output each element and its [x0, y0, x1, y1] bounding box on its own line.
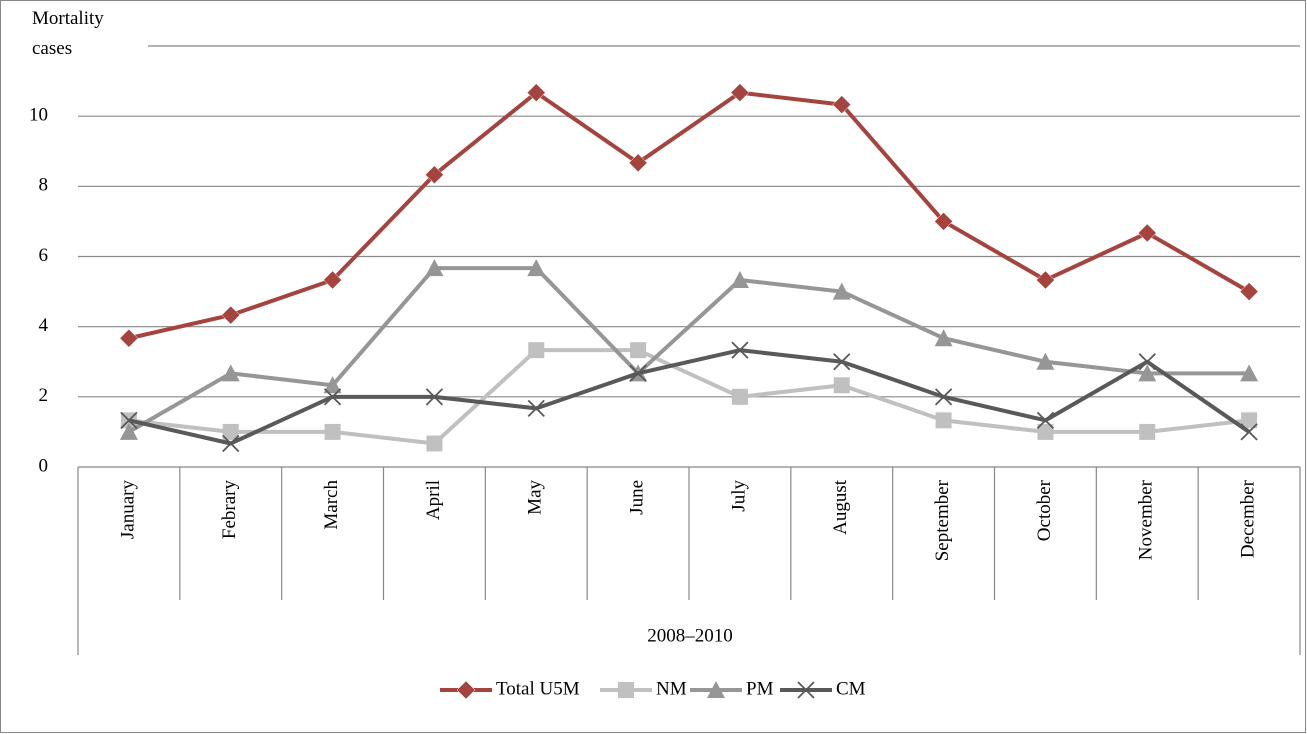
data-point [323, 270, 342, 290]
data-point [119, 328, 139, 348]
data-point [1036, 270, 1055, 290]
data-point [425, 165, 444, 185]
data-point [1241, 412, 1258, 429]
x-tick-label: November [1136, 479, 1157, 560]
data-point [324, 423, 341, 440]
data-point [119, 422, 138, 440]
data-point [630, 342, 647, 359]
legend-marker [618, 682, 634, 698]
x-tick-label: March [321, 480, 342, 530]
legend-marker [707, 681, 725, 698]
data-point [527, 259, 546, 277]
data-point [1139, 423, 1156, 440]
data-point [730, 271, 749, 289]
legend-marker [456, 680, 476, 700]
y-tick-label: 10 [29, 105, 48, 126]
data-point [526, 83, 546, 103]
x-tick-label: September [932, 479, 953, 561]
data-point [628, 153, 648, 173]
x-tick-label: January [117, 480, 138, 540]
data-point [730, 83, 750, 103]
x-tick-label: June [626, 480, 647, 515]
x-tick-label: July [728, 480, 749, 512]
data-point [120, 411, 138, 429]
data-point [833, 353, 851, 371]
data-point [934, 388, 953, 406]
y-axis-title: Mortality cases [32, 4, 142, 64]
data-point [934, 329, 953, 347]
y-tick-label: 2 [39, 385, 49, 406]
data-point [731, 388, 748, 405]
x-tick-label: Febrary [219, 480, 240, 540]
data-point [426, 435, 443, 452]
data-point [832, 95, 852, 114]
x-tick-label: October [1034, 479, 1055, 541]
series-line [128, 348, 1250, 446]
data-point [425, 259, 444, 277]
data-point [528, 342, 545, 359]
data-point [323, 376, 342, 394]
series-line [128, 90, 1251, 341]
legend-label: NM [656, 678, 687, 699]
data-point [1138, 364, 1157, 382]
data-point [1240, 364, 1259, 382]
data-point [935, 412, 952, 429]
series-line [128, 348, 1251, 446]
data-point [1037, 423, 1054, 440]
y-tick-label: 0 [39, 455, 49, 476]
data-point [221, 305, 241, 325]
data-point [731, 341, 749, 359]
data-point [1240, 423, 1258, 441]
data-point [1239, 282, 1259, 301]
data-point [222, 434, 240, 453]
legend-label: PM [746, 678, 774, 699]
legend-label: CM [836, 678, 866, 699]
data-point [221, 364, 240, 382]
data-point [629, 364, 647, 382]
data-point [934, 212, 953, 231]
data-point [323, 388, 342, 406]
x-tick-label: April [423, 480, 444, 520]
x-axis-title: 2008–2010 [647, 625, 733, 646]
data-point [1036, 411, 1055, 429]
x-tick-label: December [1237, 479, 1258, 558]
data-point [222, 423, 239, 440]
x-tick-label: August [830, 479, 851, 535]
data-point [832, 282, 851, 300]
series-line [127, 266, 1250, 434]
data-point [1137, 223, 1157, 243]
data-point [527, 399, 545, 418]
x-tick-label: May [525, 480, 546, 515]
data-point [1138, 353, 1156, 371]
legend-label: Total U5M [496, 678, 580, 699]
data-point [833, 377, 850, 394]
y-tick-label: 6 [39, 245, 49, 266]
y-tick-label: 4 [39, 315, 49, 336]
data-point [425, 388, 444, 406]
legend-marker [797, 681, 815, 699]
y-tick-label: 8 [39, 175, 49, 196]
data-point [1036, 352, 1055, 370]
